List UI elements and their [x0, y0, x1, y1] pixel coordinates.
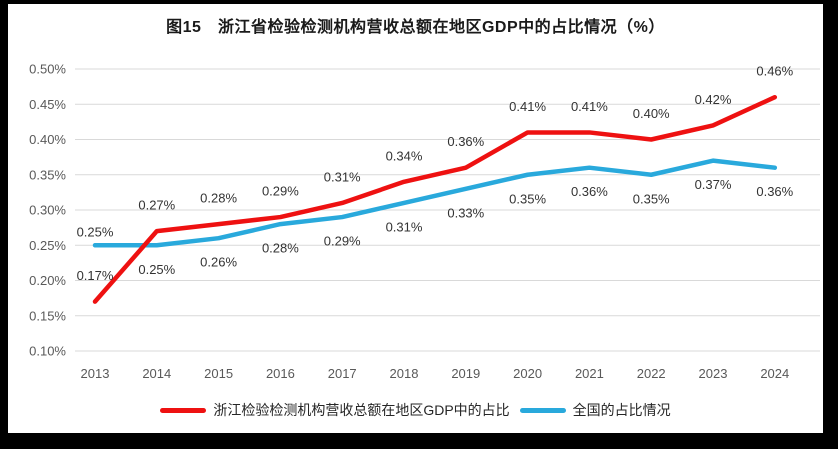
x-axis-tick-label: 2013: [81, 366, 110, 381]
chart-title: 图15 浙江省检验检测机构营收总额在地区GDP中的占比情况（%）: [166, 19, 665, 36]
data-label: 0.35%: [509, 191, 546, 206]
x-axis-tick-label: 2019: [451, 366, 480, 381]
x-axis-tick-label: 2018: [390, 366, 419, 381]
data-label: 0.31%: [386, 219, 423, 234]
data-label: 0.25%: [77, 224, 114, 239]
data-label: 0.46%: [756, 64, 793, 79]
x-axis-tick-label: 2015: [204, 366, 233, 381]
zhejiang-series-line: [92, 94, 778, 304]
data-label: 0.31%: [324, 169, 361, 184]
chart-card: 图15 浙江省检验检测机构营收总额在地区GDP中的占比情况（%） 0.10% 0.…: [8, 4, 823, 433]
legend-line-blue-icon: [519, 407, 566, 413]
y-axis-tick-label: 0.30%: [29, 203, 66, 218]
x-axis-tick-label: 2014: [142, 366, 171, 381]
y-axis-tick-label: 0.15%: [29, 308, 66, 323]
data-label: 0.27%: [138, 198, 175, 213]
data-label: 0.36%: [447, 134, 484, 149]
line-chart-plot: 0.10% 0.15% 0.20% 0.25% 0.30% 0.35% 0.40% 0.45%…: [29, 62, 820, 381]
data-label: 0.42%: [695, 92, 732, 107]
data-label: 0.40%: [633, 106, 670, 121]
x-axis-tick-label: 2017: [328, 366, 357, 381]
x-axis-tick-label: 2023: [699, 366, 728, 381]
y-axis-tick-label: 0.50%: [29, 62, 66, 77]
chart-legend: 浙江检验检测机构营收总额在地区GDP中的占比 全国的占比情况: [8, 398, 823, 422]
y-axis-tick-label: 0.45%: [29, 97, 66, 112]
y-axis-tick-label: 0.40%: [29, 132, 66, 147]
x-axis-tick-label: 2020: [513, 366, 542, 381]
data-label: 0.26%: [200, 255, 237, 270]
y-axis-tick-label: 0.20%: [29, 273, 66, 288]
y-axis-tick-label: 0.35%: [29, 167, 66, 182]
data-label: 0.41%: [571, 99, 608, 114]
data-label: 0.25%: [138, 262, 175, 277]
data-label: 0.33%: [447, 205, 484, 220]
data-label: 0.35%: [633, 191, 670, 206]
x-axis-tick-label: 2024: [760, 366, 789, 381]
data-label: 0.37%: [695, 177, 732, 192]
data-label: 0.29%: [262, 184, 299, 199]
legend-line-red-icon: [160, 407, 207, 413]
data-label: 0.28%: [262, 241, 299, 256]
legend-item-zhejiang: 浙江检验检测机构营收总额在地区GDP中的占比: [160, 400, 510, 420]
legend-label-zhejiang: 浙江检验检测机构营收总额在地区GDP中的占比: [213, 402, 510, 418]
data-label: 0.28%: [200, 191, 237, 206]
data-label: 0.41%: [509, 99, 546, 114]
data-label: 0.34%: [386, 148, 423, 163]
data-label: 0.36%: [756, 184, 793, 199]
x-axis-tick-label: 2021: [575, 366, 604, 381]
y-axis-tick-label: 0.10%: [29, 344, 66, 359]
data-label: 0.17%: [77, 268, 114, 283]
national-series-line: [92, 158, 778, 248]
legend-item-national: 全国的占比情况: [519, 400, 671, 420]
data-label: 0.29%: [324, 234, 361, 249]
legend-label-national: 全国的占比情况: [572, 402, 671, 418]
y-axis-tick-label: 0.25%: [29, 238, 66, 253]
data-label: 0.36%: [571, 184, 608, 199]
x-axis-tick-label: 2016: [266, 366, 295, 381]
x-axis-tick-label: 2022: [637, 366, 666, 381]
